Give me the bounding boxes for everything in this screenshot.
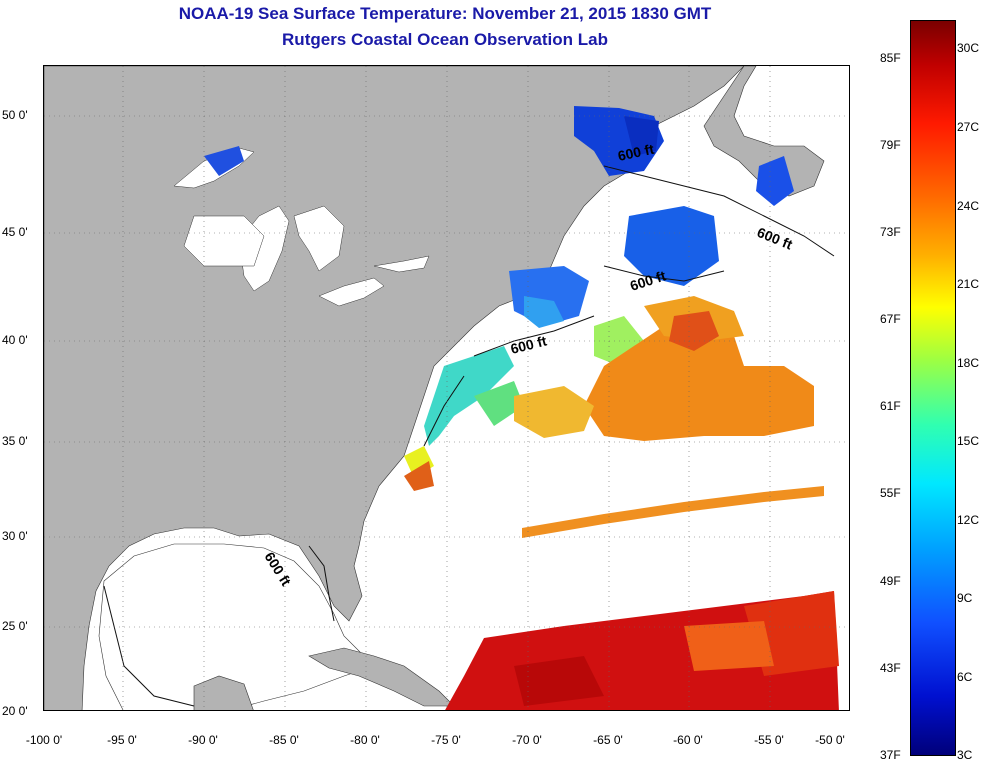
x-tick-label: -65 0' bbox=[593, 733, 623, 747]
map-svg: 600 ft 600 ft 600 ft 600 ft 600 ft bbox=[44, 66, 849, 710]
colorbar-f-label: 43F bbox=[880, 661, 901, 675]
contour-lines bbox=[103, 165, 835, 707]
y-tick-label: 25 0' bbox=[2, 619, 28, 633]
contour-label: 600 ft bbox=[509, 332, 549, 356]
y-tick-label: 20 0' bbox=[2, 704, 28, 718]
colorbar-f-label: 85F bbox=[880, 51, 901, 65]
colorbar-c-label: 30C bbox=[957, 41, 980, 55]
colorbar-c-label: 9C bbox=[957, 591, 973, 605]
warm-water-swath bbox=[522, 486, 824, 538]
colorbar-f-label: 49F bbox=[880, 574, 901, 588]
colorbar-c-label: 6C bbox=[957, 670, 973, 684]
x-tick-label: -100 0' bbox=[25, 733, 63, 747]
x-tick-label: -85 0' bbox=[269, 733, 299, 747]
contour-label: 600 ft bbox=[628, 267, 668, 294]
colorbar-c-label: 24C bbox=[957, 199, 980, 213]
colorbar-f-label: 73F bbox=[880, 225, 901, 239]
map-subtitle: Rutgers Coastal Ocean Observation Lab bbox=[282, 30, 608, 49]
y-tick-label: 40 0' bbox=[2, 333, 28, 347]
colorbar-c-label: 21C bbox=[957, 277, 980, 291]
x-tick-label: -50 0' bbox=[815, 733, 845, 747]
colorbar-c-label: 27C bbox=[957, 120, 980, 134]
y-tick-label: 30 0' bbox=[2, 529, 28, 543]
yucatan-land bbox=[193, 675, 254, 710]
x-tick-label: -60 0' bbox=[673, 733, 703, 747]
great-lakes bbox=[173, 147, 430, 307]
y-tick-label: 45 0' bbox=[2, 225, 28, 239]
colorbar-c-label: 3C bbox=[957, 748, 973, 762]
map-area: 600 ft 600 ft 600 ft 600 ft 600 ft bbox=[43, 65, 850, 711]
y-tick-label: 50 0' bbox=[2, 108, 28, 122]
colorbar-f-label: 67F bbox=[880, 312, 901, 326]
colorbar-c-label: 12C bbox=[957, 513, 980, 527]
colorbar-f-label: 55F bbox=[880, 486, 901, 500]
temperature-colorbar bbox=[910, 20, 956, 756]
colorbar-f-label: 61F bbox=[880, 399, 901, 413]
colorbar-c-label: 18C bbox=[957, 356, 980, 370]
x-tick-label: -90 0' bbox=[188, 733, 218, 747]
cold-water bbox=[204, 106, 794, 328]
y-tick-label: 35 0' bbox=[2, 434, 28, 448]
newfoundland-land bbox=[703, 66, 825, 197]
warm-water-caribbean bbox=[445, 591, 839, 710]
contour-label: 600 ft bbox=[616, 141, 655, 164]
colorbar-c-label: 15C bbox=[957, 434, 980, 448]
x-tick-label: -80 0' bbox=[350, 733, 380, 747]
x-tick-label: -70 0' bbox=[512, 733, 542, 747]
colorbar-f-label: 37F bbox=[880, 748, 901, 762]
x-tick-label: -55 0' bbox=[754, 733, 784, 747]
x-tick-label: -95 0' bbox=[107, 733, 137, 747]
colorbar-f-label: 79F bbox=[880, 138, 901, 152]
warm-water-gulfstream bbox=[404, 296, 814, 491]
x-tick-label: -75 0' bbox=[431, 733, 461, 747]
map-title: NOAA-19 Sea Surface Temperature: Novembe… bbox=[178, 4, 712, 23]
